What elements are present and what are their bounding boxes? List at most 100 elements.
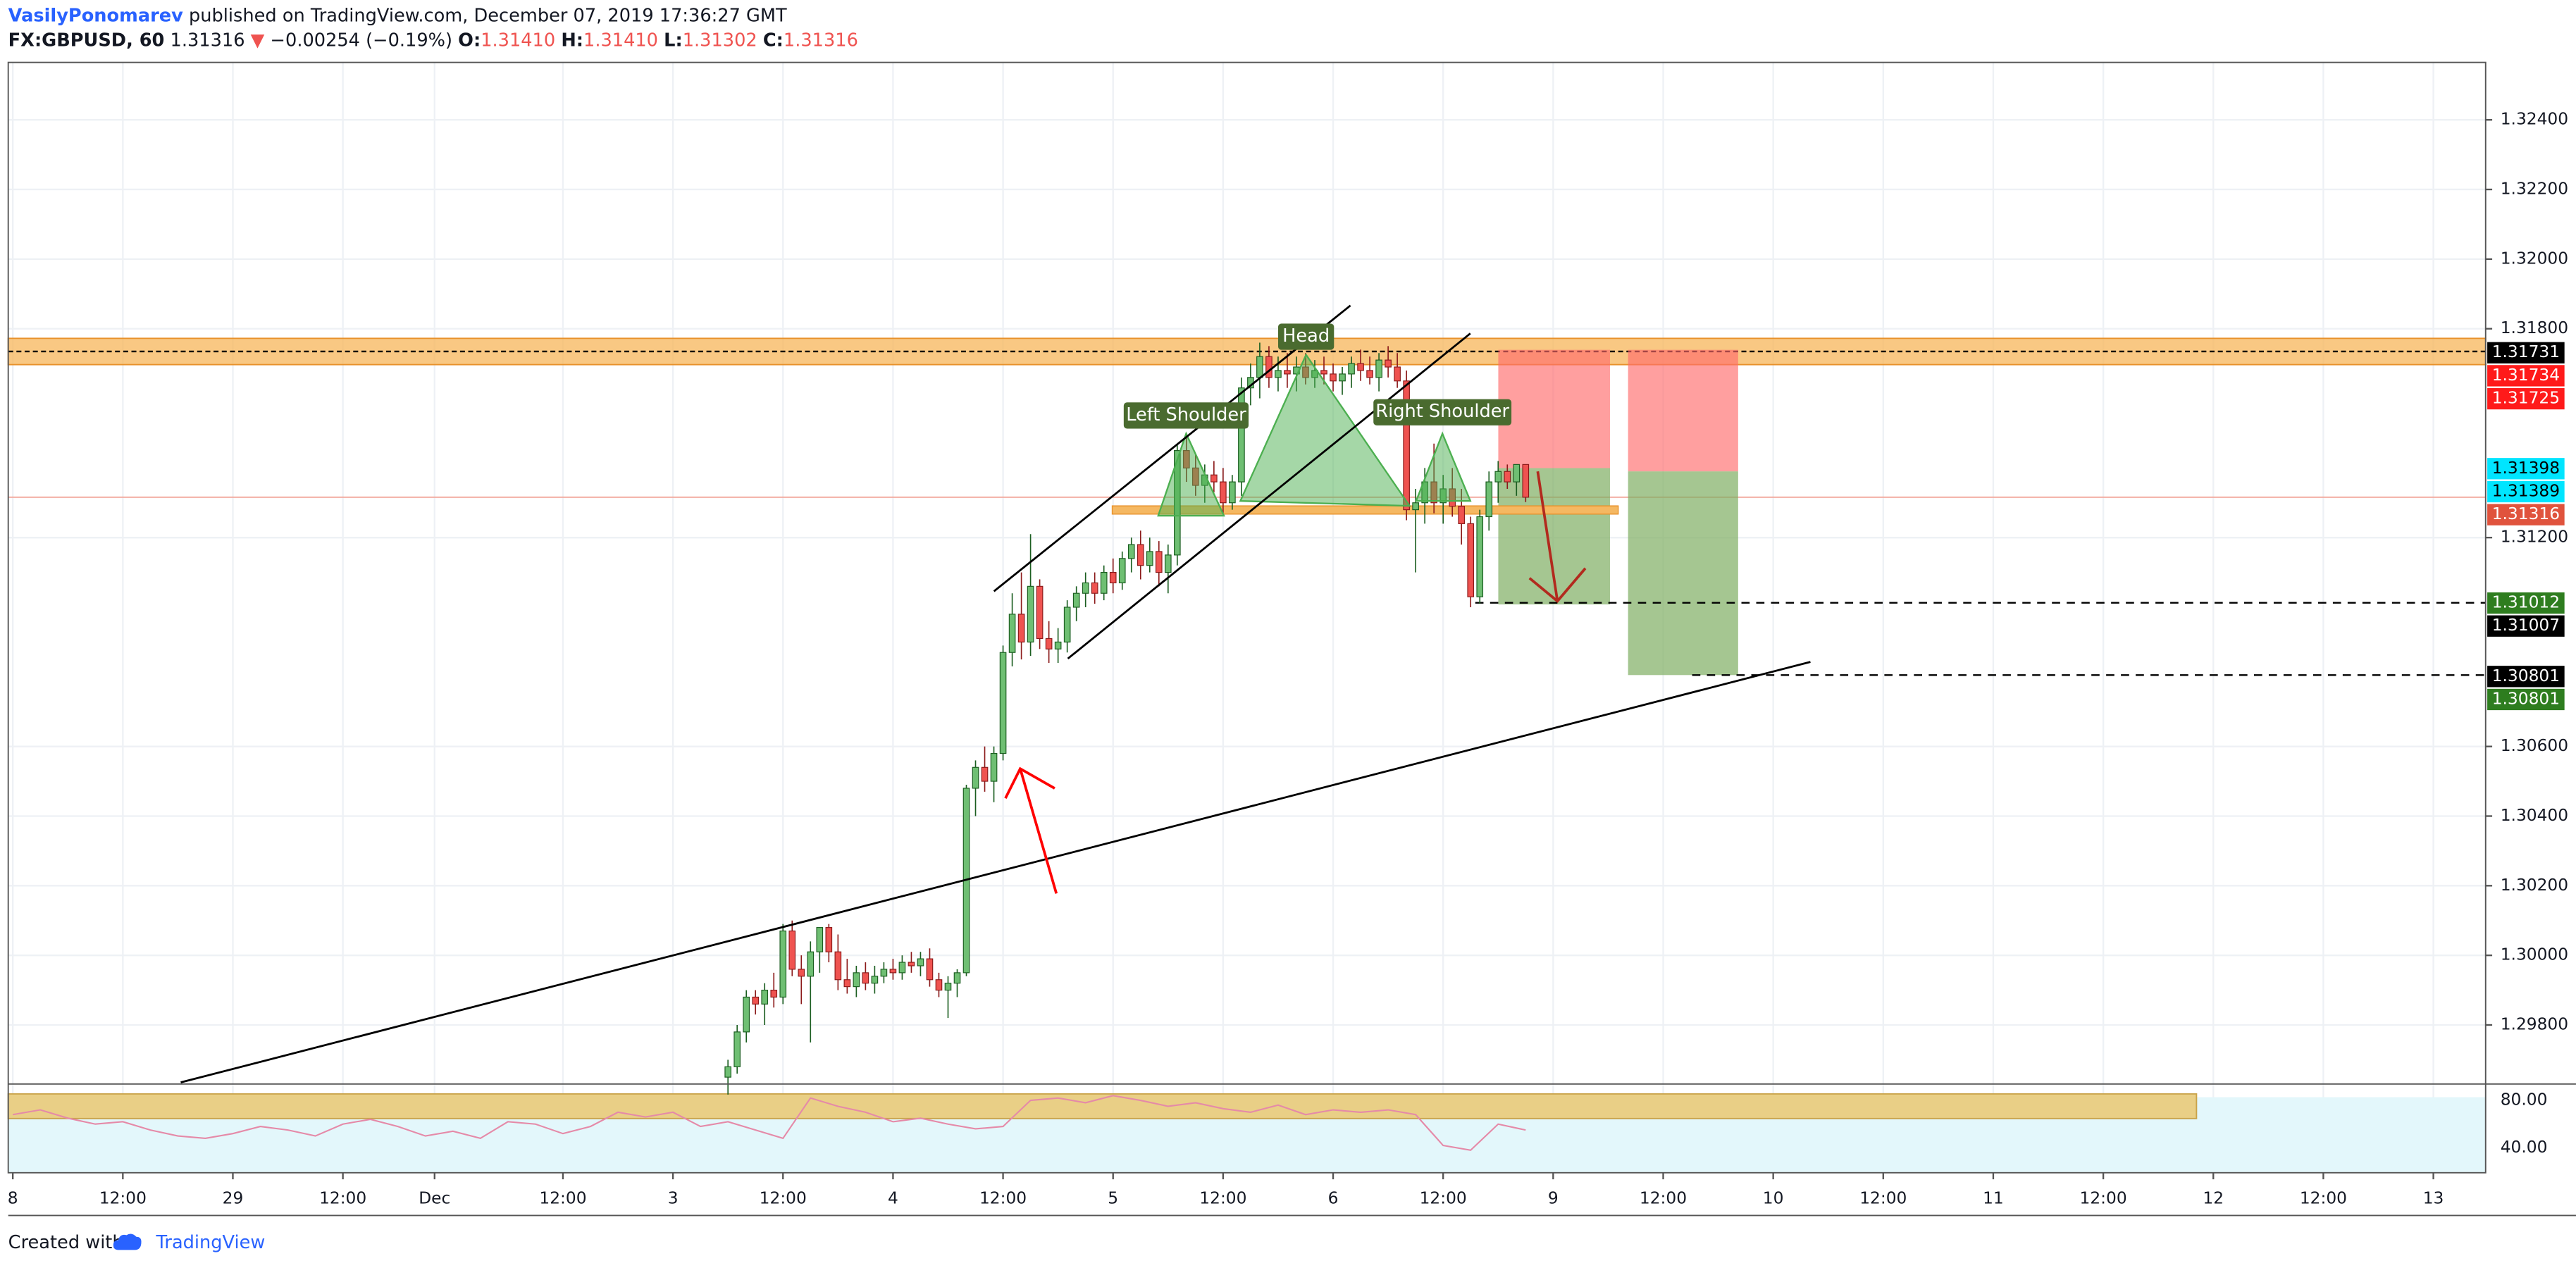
- candle-body: [733, 1031, 741, 1067]
- neckline-zone: [1111, 505, 1619, 515]
- price-label-box: [2487, 458, 2565, 480]
- x-tick-label: 12:00: [539, 1189, 586, 1208]
- candle-body: [981, 766, 989, 782]
- stop-zone: [1498, 349, 1610, 468]
- x-tick-label: 12:00: [1199, 1189, 1246, 1208]
- candle-body: [1403, 380, 1410, 511]
- candle-body: [1467, 523, 1475, 597]
- annotation-box: [1278, 323, 1335, 350]
- candle-body: [1118, 558, 1126, 583]
- candle-body: [990, 752, 998, 782]
- rsi-zone: [7, 1093, 2198, 1119]
- candle-body: [788, 930, 796, 970]
- change: −0.00254 (−0.19%): [271, 30, 452, 51]
- x-tick-label: 10: [1763, 1189, 1784, 1208]
- price-label-box: [2487, 365, 2565, 387]
- x-tick-label: 12: [2203, 1189, 2224, 1208]
- annotation: Right Shoulder: [1375, 401, 1509, 422]
- symbol: FX:GBPUSD, 60: [8, 30, 165, 51]
- rsi-tick-label: 40.00: [2501, 1138, 2548, 1157]
- price-label-box: [2487, 592, 2565, 614]
- annotation: Head: [1282, 325, 1330, 347]
- candle-body: [1366, 370, 1373, 378]
- candle-body: [752, 996, 760, 1005]
- candle-body: [825, 927, 833, 952]
- change-arrow: ▼: [251, 30, 265, 51]
- price-label: 1.31007: [2492, 616, 2560, 635]
- head-shape: [1239, 353, 1411, 507]
- candle-body: [1357, 363, 1364, 371]
- candle-body: [1054, 641, 1062, 649]
- candle-body: [1210, 474, 1218, 483]
- y-tick-label: 1.29800: [2501, 1014, 2568, 1033]
- candle-body: [1091, 582, 1098, 594]
- published: published on TradingView.com, December 0…: [189, 5, 787, 26]
- x-tick-label: 4: [888, 1189, 898, 1208]
- candle-body: [1100, 571, 1108, 594]
- y-tick-label: 1.30200: [2501, 876, 2568, 895]
- candle-body: [807, 951, 815, 977]
- y-tick-label: 1.32200: [2501, 179, 2568, 198]
- x-tick-label: 13: [2423, 1189, 2444, 1208]
- target-zone: [1628, 471, 1738, 676]
- annotation-box: [1373, 399, 1512, 425]
- candle-body: [908, 962, 915, 966]
- candles: [13, 342, 1530, 1151]
- y-tick-label: 1.32000: [2501, 249, 2568, 268]
- ohlc-value: 1.31302: [683, 30, 757, 51]
- pane-frame: [7, 61, 2487, 1174]
- ohlc-key: H:: [561, 30, 583, 51]
- candle-body: [779, 930, 787, 998]
- candle-body: [926, 958, 934, 981]
- candle-body: [1027, 585, 1034, 642]
- candle-body: [1320, 370, 1327, 375]
- candle-body: [843, 979, 851, 988]
- y-tick-label: 1.30000: [2501, 945, 2568, 964]
- candle-body: [1513, 464, 1521, 483]
- x-tick-label: 12:00: [1640, 1189, 1687, 1208]
- header-line-2: FX:GBPUSD, 60 1.31316 ▼ −0.00254 (−0.19%…: [8, 30, 858, 51]
- candle-body: [944, 983, 952, 991]
- price-label: 1.30801: [2492, 689, 2560, 708]
- candle-body: [1137, 544, 1144, 566]
- x-tick-label: 11: [1983, 1189, 2004, 1208]
- candle-body: [880, 969, 888, 977]
- brand[interactable]: TradingView: [156, 1232, 266, 1253]
- ohlc-value: 1.31316: [784, 30, 858, 51]
- candle-body: [1164, 554, 1172, 573]
- x-tick-label: 12:00: [319, 1189, 366, 1208]
- axes: 8 12:00 29 12:00 Dec 12:00 3 12:00 4 12:00 5 12:00 6…: [7, 61, 2576, 1217]
- channel-line: [1067, 332, 1471, 660]
- trend-line: [180, 661, 1811, 1083]
- candle-body: [1036, 585, 1044, 640]
- candle-body: [1494, 471, 1502, 483]
- candle-body: [1238, 387, 1245, 483]
- annotation: Left Shoulder: [1126, 404, 1246, 425]
- candle-body: [724, 1066, 731, 1078]
- right-shoulder-shape: [1415, 431, 1472, 502]
- arrow-head: [1528, 567, 1587, 603]
- candle-body: [770, 989, 778, 998]
- candle-body: [834, 951, 842, 981]
- price-label: 1.31389: [2492, 481, 2560, 500]
- ohlc-key: C:: [763, 30, 784, 51]
- candle-body: [1330, 373, 1337, 382]
- candle-body: [1485, 481, 1493, 518]
- channel-line: [993, 304, 1351, 592]
- arrow: [1019, 768, 1058, 894]
- price-label: 1.31725: [2492, 389, 2560, 408]
- candle-body: [1458, 506, 1466, 524]
- x-tick-label: 12:00: [99, 1189, 147, 1208]
- candle-body: [1348, 363, 1355, 375]
- price-label: 1.31734: [2492, 366, 2560, 385]
- x-tick-label: 8: [8, 1189, 18, 1208]
- price-label: 1.31012: [2492, 593, 2560, 612]
- arrow: [1536, 471, 1559, 602]
- author[interactable]: VasilyPonomarev: [8, 5, 183, 26]
- candle-body: [743, 996, 750, 1033]
- ohlc-key: O:: [458, 30, 481, 51]
- rsi-line: [13, 1095, 1526, 1151]
- candle-body: [853, 972, 860, 988]
- drawings-over: Left Shoulder Head Right Shoulder: [180, 304, 1811, 1083]
- candle-body: [1155, 551, 1163, 573]
